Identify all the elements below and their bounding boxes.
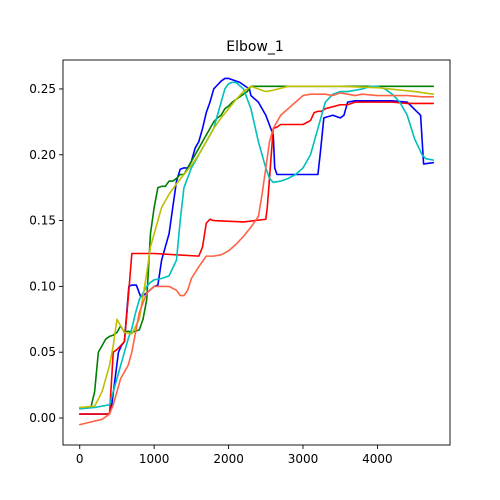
y-tick-label: 0.10: [29, 279, 56, 293]
y-axis: 0.00 0.05 0.10 0.15 0.20 0.25: [29, 82, 63, 425]
series-layer: [78, 77, 435, 426]
x-tick-label: 0: [76, 452, 84, 466]
series-line-5: [78, 85, 435, 409]
series-line-3: [78, 101, 435, 415]
y-tick-label: 0.20: [29, 148, 56, 162]
x-tick-label: 1000: [139, 452, 170, 466]
series-line-1: [78, 77, 435, 415]
y-tick-label: 0.25: [29, 82, 56, 96]
series-line-6: [78, 92, 435, 426]
x-axis: 0 1000 2000 3000 4000: [76, 445, 393, 466]
chart-title: Elbow_1: [226, 39, 284, 55]
y-tick-label: 0.00: [29, 411, 56, 425]
x-tick-label: 2000: [213, 452, 244, 466]
y-tick-label: 0.05: [29, 345, 56, 359]
plot-frame: [62, 59, 451, 446]
y-tick-label: 0.15: [29, 214, 56, 228]
x-tick-label: 4000: [362, 452, 393, 466]
series-line-2: [78, 85, 435, 409]
x-tick-label: 3000: [288, 452, 319, 466]
